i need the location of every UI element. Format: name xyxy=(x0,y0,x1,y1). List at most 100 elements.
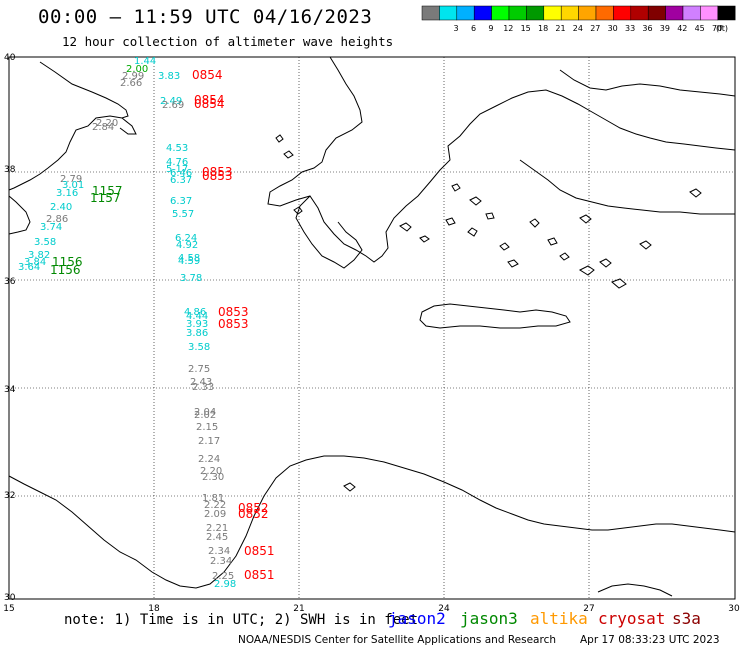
coastline-islands xyxy=(275,134,702,492)
wave-height-label: 2.15 xyxy=(196,422,218,433)
map-subtitle: 12 hour collection of altimeter wave hei… xyxy=(62,34,394,49)
track-time-label: 0852 xyxy=(238,507,269,521)
wave-height-label: 3.83 xyxy=(158,71,180,82)
wave-height-label: 5.57 xyxy=(172,209,194,220)
wave-height-label: 3.64 xyxy=(18,262,40,273)
wave-height-label: 4.44 xyxy=(186,311,208,322)
legend-swatch xyxy=(421,5,440,21)
legend-tick-label: 27 xyxy=(590,24,600,33)
track-time-label: 1157 xyxy=(92,184,123,198)
wave-height-label: 3.58 xyxy=(188,342,210,353)
wave-height-label: 2.66 xyxy=(120,78,142,89)
wave-height-label: 3.82 xyxy=(28,250,50,261)
track-time-label: 0854 xyxy=(192,68,223,82)
wave-height-label: 4.59 xyxy=(178,256,200,267)
wave-height-label: 5.17 xyxy=(166,164,188,175)
wave-height-label: 3.58 xyxy=(34,237,56,248)
coastline-sicily xyxy=(8,195,31,235)
legend-swatch xyxy=(560,5,579,21)
legend-tick-label: 18 xyxy=(538,24,548,33)
wave-height-label: 2.84 xyxy=(92,122,114,133)
wave-height-observations: 1.442.002.99 3.83 2.66 2.492.69 2.84 4.53 4.76… xyxy=(18,56,236,590)
coastline-anatolia-north xyxy=(559,69,736,97)
wave-height-label: 4.53 xyxy=(166,143,188,154)
coastline-italy-heel xyxy=(119,117,137,135)
track-time-label: 0851 xyxy=(244,568,275,582)
satellite-label-s3a: s3a xyxy=(672,609,701,628)
legend-tick-label: 39 xyxy=(660,24,670,33)
legend-tick-label: 70 xyxy=(712,24,722,33)
track-time-label: 1156 xyxy=(50,263,81,277)
wave-height-label: 2.49 xyxy=(160,96,182,107)
track-time-labels: 0854085408540853085308530853085208520851… xyxy=(50,68,275,582)
legend-swatch xyxy=(647,5,666,21)
legend-swatch xyxy=(508,5,527,21)
latitude-tick-label: 38 xyxy=(4,165,16,175)
wave-height-label: 2.34 xyxy=(210,556,232,567)
legend-tick-label: 24 xyxy=(573,24,583,33)
coastline-peloponnese xyxy=(295,195,363,269)
wave-height-label: 4.92 xyxy=(176,240,198,251)
legend-swatch xyxy=(700,5,719,21)
legend-unit-label: (ft) xyxy=(716,24,728,33)
wave-height-label: 2.98 xyxy=(214,579,236,590)
legend-tick-label: 12 xyxy=(503,24,513,33)
wave-height-label: 2.22 xyxy=(204,500,226,511)
wave-height-label: 2.00 xyxy=(126,64,148,75)
legend-tick-label: 33 xyxy=(625,24,635,33)
longitude-labels: 15 18 21 24 27 30 xyxy=(3,604,740,614)
legend-tick-label: 6 xyxy=(471,24,476,33)
track-time-label: 0853 xyxy=(218,305,249,319)
wave-height-label: 2.43 xyxy=(190,377,212,388)
coastline-turkey xyxy=(519,159,735,215)
longitude-tick-label: 15 xyxy=(3,604,14,614)
wave-height-label: 2.24 xyxy=(198,454,220,465)
coastline-cyprus xyxy=(597,583,673,597)
satellite-label-cryosat: cryosat xyxy=(598,609,666,628)
wave-height-label: 2.17 xyxy=(198,436,220,447)
legend-swatch xyxy=(526,5,545,21)
track-time-label: 0854 xyxy=(194,93,225,107)
coastline-italy xyxy=(8,61,129,191)
coastline-balkans xyxy=(267,56,736,263)
wave-height-label: 1.81 xyxy=(202,493,224,504)
map-title: 00:00 – 11:59 UTC 04/16/2023 xyxy=(38,6,373,28)
latitude-tick-label: 40 xyxy=(4,53,16,63)
coastline-crete xyxy=(419,303,571,329)
coastlines xyxy=(8,56,736,597)
wave-height-label: 2.20 xyxy=(96,118,118,129)
wave-height-label: 2.99 xyxy=(122,71,144,82)
wave-height-label: 1.44 xyxy=(134,56,156,67)
legend-swatch xyxy=(491,5,510,21)
wave-height-label: 2.02 xyxy=(194,410,216,421)
legend-tick-label: 3 xyxy=(454,24,459,33)
legend-tick-label: 36 xyxy=(642,24,652,33)
legend-swatch xyxy=(578,5,597,21)
wave-height-label: 6.37 xyxy=(170,175,192,186)
timestamp-text: Apr 17 08:33:23 UTC 2023 xyxy=(580,634,720,646)
wave-height-label: 4.58 xyxy=(178,253,200,264)
wave-height-label: 2.33 xyxy=(192,382,214,393)
wave-height-label: 2.04 xyxy=(194,407,216,418)
satellite-label-altika: altika xyxy=(530,609,588,628)
legend-tick-label: 15 xyxy=(521,24,531,33)
legend-swatch xyxy=(682,5,701,21)
track-time-label: 0853 xyxy=(202,169,233,183)
legend-swatch xyxy=(613,5,632,21)
wave-height-label: 3.01 xyxy=(62,180,84,191)
legend-swatch xyxy=(717,5,736,21)
wave-height-label: 3.86 xyxy=(186,328,208,339)
track-time-label: 1156 xyxy=(52,255,83,269)
wave-height-label: 2.69 xyxy=(162,100,184,111)
longitude-tick-label: 24 xyxy=(438,604,450,614)
legend-swatch xyxy=(439,5,458,21)
wave-height-label: 2.21 xyxy=(206,523,228,534)
wave-height-label: 3.93 xyxy=(186,319,208,330)
latitude-labels: 40 38 36 34 32 30 xyxy=(4,53,16,603)
latitude-tick-label: 36 xyxy=(4,277,16,287)
map-frame xyxy=(8,56,736,600)
track-time-label: 0853 xyxy=(202,165,233,179)
legend-tick-label: 45 xyxy=(695,24,705,33)
wave-height-label: 3.16 xyxy=(56,188,78,199)
